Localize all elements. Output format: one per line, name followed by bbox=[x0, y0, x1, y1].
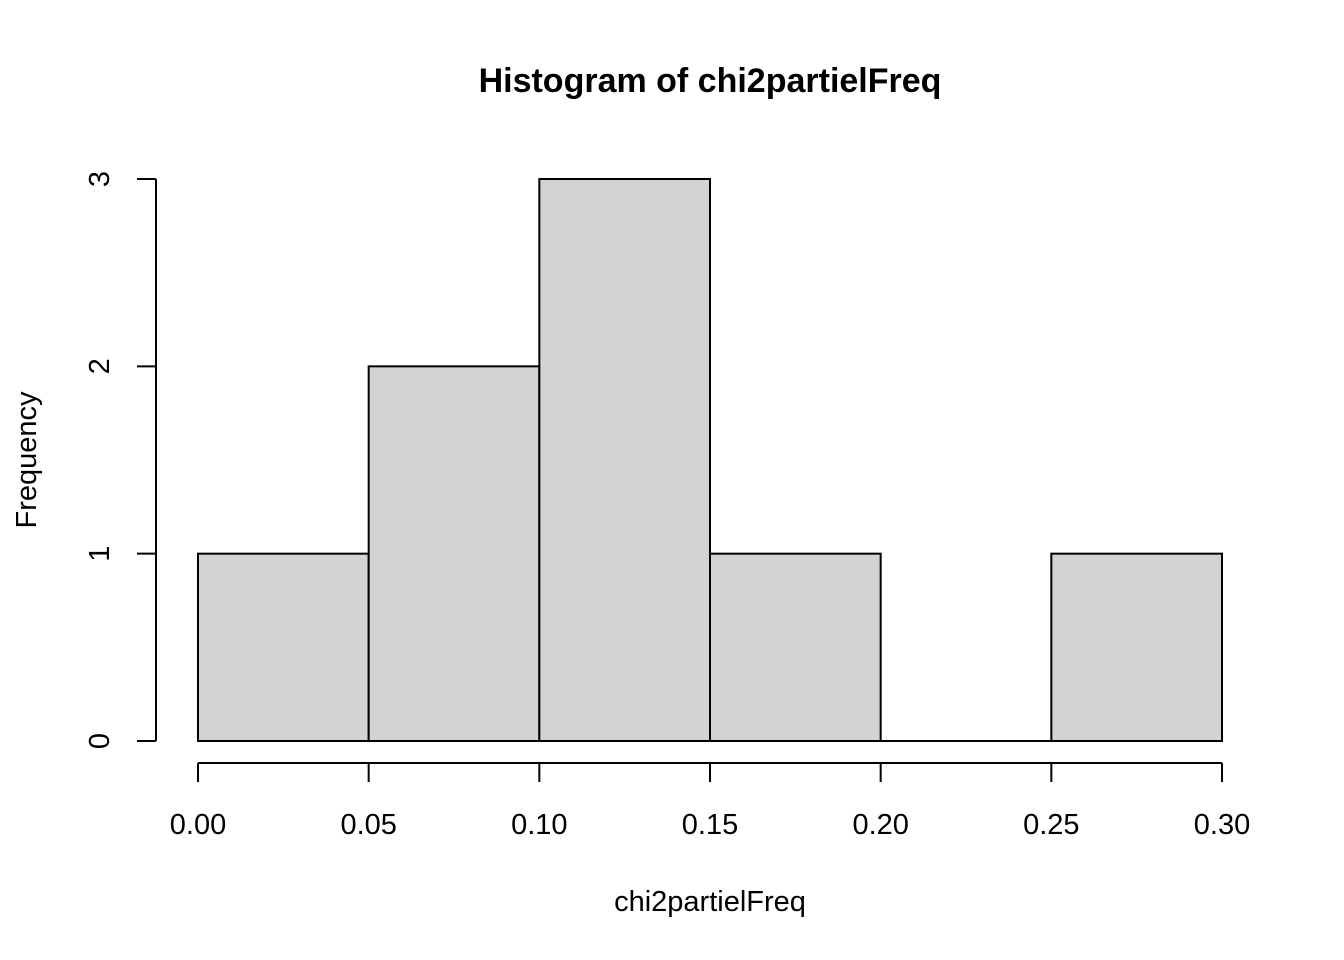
histogram-bar-1 bbox=[367, 365, 541, 742]
x-tick-label-6: 0.30 bbox=[1194, 809, 1250, 841]
x-axis-label: chi2partielFreq bbox=[614, 886, 806, 918]
histogram-bar-2 bbox=[538, 178, 711, 742]
x-axis: 0.00 0.05 0.10 0.15 0.20 0.25 0.30 bbox=[170, 762, 1250, 841]
y-tick-label-0: 0 bbox=[84, 733, 116, 749]
y-axis-label: Frequency bbox=[11, 391, 43, 529]
x-tick-label-3: 0.15 bbox=[682, 809, 738, 841]
y-axis: 0 1 2 3 bbox=[84, 171, 157, 749]
histogram-bar-3 bbox=[709, 552, 882, 743]
y-tick-label-2: 2 bbox=[84, 358, 116, 374]
bars-group bbox=[197, 178, 1224, 743]
x-tick-label-2: 0.10 bbox=[511, 809, 567, 841]
x-tick-label-4: 0.20 bbox=[852, 809, 908, 841]
x-tick-label-0: 0.00 bbox=[170, 809, 226, 841]
y-tick-label-3: 3 bbox=[84, 171, 116, 187]
y-tick-label-1: 1 bbox=[84, 546, 116, 562]
x-tick-label-1: 0.05 bbox=[340, 809, 396, 841]
x-tick-label-5: 0.25 bbox=[1023, 809, 1079, 841]
histogram-bar-0 bbox=[197, 552, 370, 743]
histogram-bar-5 bbox=[1050, 552, 1224, 743]
chart-title: Histogram of chi2partielFreq bbox=[479, 62, 942, 100]
